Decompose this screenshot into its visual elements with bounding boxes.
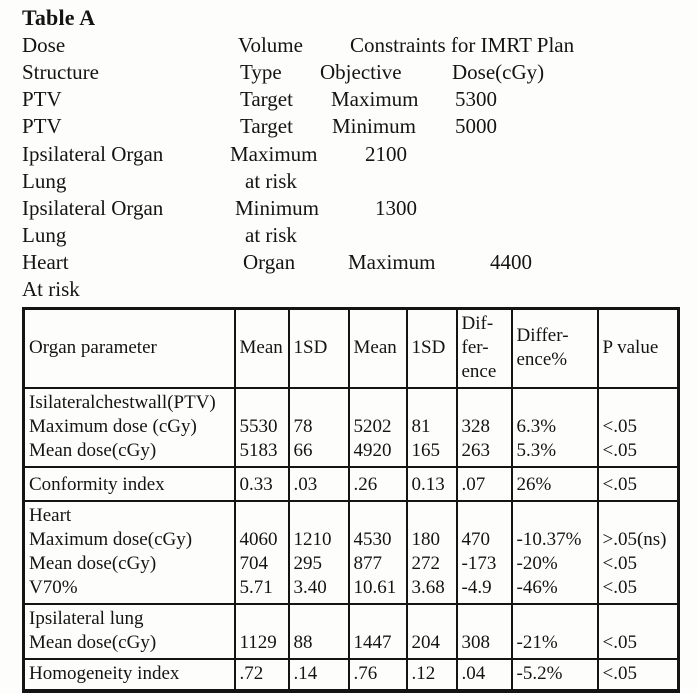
row-chestwall-ptv: Isilateralchestwall(PTV) Maximum dose (c… — [22, 387, 680, 468]
cell-value: 4530 877 10.61 — [347, 500, 408, 605]
preamble-line: Lung at risk — [0, 169, 697, 196]
cell-value: 1210 295 3.40 — [287, 500, 350, 605]
preamble-text: Dose(cGy) — [452, 60, 545, 84]
cell-value: 180 272 3.68 — [405, 500, 458, 605]
preamble-text: At risk — [22, 277, 80, 301]
preamble-line: PTV Target Maximum 5300 — [0, 87, 697, 114]
row-ipsilateral-lung: Ipsilateral lung Mean dose(cGy) 1129 88 … — [22, 603, 680, 660]
preamble-text: at risk — [245, 223, 297, 247]
header-cell-mean-2: Mean — [347, 307, 408, 389]
preamble-line: Structure Type Objective Dose(cGy) — [0, 60, 697, 87]
cell-value: 4060 704 5.71 — [233, 500, 290, 605]
row-heart: Heart Maximum dose(cGy) Mean dose(cGy) V… — [22, 500, 680, 605]
cell-value: -10.37% -20% -46% — [510, 500, 599, 605]
preamble-text: Target — [240, 114, 293, 138]
preamble-line: At risk — [0, 277, 697, 304]
cell-value: .76 — [347, 658, 408, 692]
preamble-text: 5300 — [455, 87, 497, 111]
preamble-line: Dose Volume Constraints for IMRT Plan — [0, 33, 697, 60]
preamble-line: Ipsilateral Organ Maximum 2100 — [0, 142, 697, 169]
cell-value: 0.33 — [233, 466, 290, 502]
header-row: Organ parameter Mean 1SD Mean 1SD Dif- f… — [22, 307, 680, 389]
cell-value: <.05 — [596, 658, 680, 692]
preamble-text: Structure — [22, 60, 99, 84]
table-title: Table A — [22, 5, 96, 30]
cell-value: 5530 5183 — [233, 387, 290, 468]
preamble-text: Maximum — [230, 142, 318, 166]
cell-value: 1129 — [233, 603, 290, 660]
preamble-text: 1300 — [375, 196, 417, 220]
header-cell-organ-parameter: Organ parameter — [22, 307, 236, 389]
preamble-text: Volume — [238, 33, 303, 57]
header-cell-difference: Dif- fer- ence — [455, 307, 513, 389]
cell-value: .07 — [455, 466, 513, 502]
preamble-text: Maximum — [331, 87, 419, 111]
preamble-text: Heart — [22, 250, 69, 274]
preamble-text: Minimum — [235, 196, 320, 220]
header-cell-1sd-2: 1SD — [405, 307, 458, 389]
header-cell-mean-1: Mean — [233, 307, 290, 389]
preamble-text: Target — [240, 87, 293, 111]
preamble-text: Organ — [243, 250, 296, 274]
cell-value: 0.13 — [405, 466, 458, 502]
preamble-text: 2100 — [365, 142, 407, 166]
cell-value: 5202 4920 — [347, 387, 408, 468]
cell-value: .26 — [347, 466, 408, 502]
cell-value: .04 — [455, 658, 513, 692]
cell-value: 78 66 — [287, 387, 350, 468]
header-cell-1sd-1: 1SD — [287, 307, 350, 389]
preamble-text: Ipsilateral Organ — [22, 142, 164, 166]
cell-value: 26% — [510, 466, 599, 502]
preamble-text: Lung — [22, 169, 67, 193]
cell-value: 308 — [455, 603, 513, 660]
cell-value: 204 — [405, 603, 458, 660]
cell-value: <.05 <.05 — [596, 387, 680, 468]
preamble-text: Dose — [22, 33, 66, 57]
preamble-text: 4400 — [490, 250, 532, 274]
preamble-line: PTV Target Minimum 5000 — [0, 114, 697, 141]
cell-value: .03 — [287, 466, 350, 502]
cell-value: 6.3% 5.3% — [510, 387, 599, 468]
preamble-text: PTV — [22, 114, 62, 138]
cell-label: Ipsilateral lung Mean dose(cGy) — [22, 603, 236, 660]
cell-label: Homogeneity index — [22, 658, 236, 692]
preamble-text: Constraints for IMRT Plan — [350, 33, 575, 57]
preamble-text: at risk — [245, 169, 297, 193]
header-cell-difference-pct: Differ- ence% — [510, 307, 599, 389]
cell-value: .14 — [287, 658, 350, 692]
preamble-text: Lung — [22, 223, 67, 247]
cell-value: <.05 — [596, 466, 680, 502]
preamble-line: Lung at risk — [0, 223, 697, 250]
row-homogeneity-index: Homogeneity index .72 .14 .76 .12 .04 -5… — [22, 658, 680, 692]
cell-label: Isilateralchestwall(PTV) Maximum dose (c… — [22, 387, 236, 468]
preamble-text: Type — [240, 60, 282, 84]
preamble-text: Minimum — [332, 114, 417, 138]
preamble-text: Maximum — [348, 250, 436, 274]
cell-value: 1447 — [347, 603, 408, 660]
preamble-line: Heart Organ Maximum 4400 — [0, 250, 697, 277]
cell-value: 328 263 — [455, 387, 513, 468]
cell-value: <.05 — [596, 603, 680, 660]
organ-parameter-table: Organ parameter Mean 1SD Mean 1SD Dif- f… — [22, 307, 680, 693]
cell-value: 470 -173 -4.9 — [455, 500, 513, 605]
preamble-text: PTV — [22, 87, 62, 111]
header-cell-p-value: P value — [596, 307, 680, 389]
preamble-line: Ipsilateral Organ Minimum 1300 — [0, 196, 697, 223]
cell-label: Conformity index — [22, 466, 236, 502]
cell-value: 88 — [287, 603, 350, 660]
cell-value: -21% — [510, 603, 599, 660]
preamble-text: Objective — [320, 60, 402, 84]
cell-value: -5.2% — [510, 658, 599, 692]
cell-value: .72 — [233, 658, 290, 692]
cell-value: .12 — [405, 658, 458, 692]
cell-label: Heart Maximum dose(cGy) Mean dose(cGy) V… — [22, 500, 236, 605]
preamble-text: 5000 — [455, 114, 497, 138]
row-conformity-index: Conformity index 0.33 .03 .26 0.13 .07 2… — [22, 466, 680, 502]
cell-value: >.05(ns) <.05 <.05 — [596, 500, 680, 605]
cell-value: 81 165 — [405, 387, 458, 468]
preamble-text: Ipsilateral Organ — [22, 196, 164, 220]
